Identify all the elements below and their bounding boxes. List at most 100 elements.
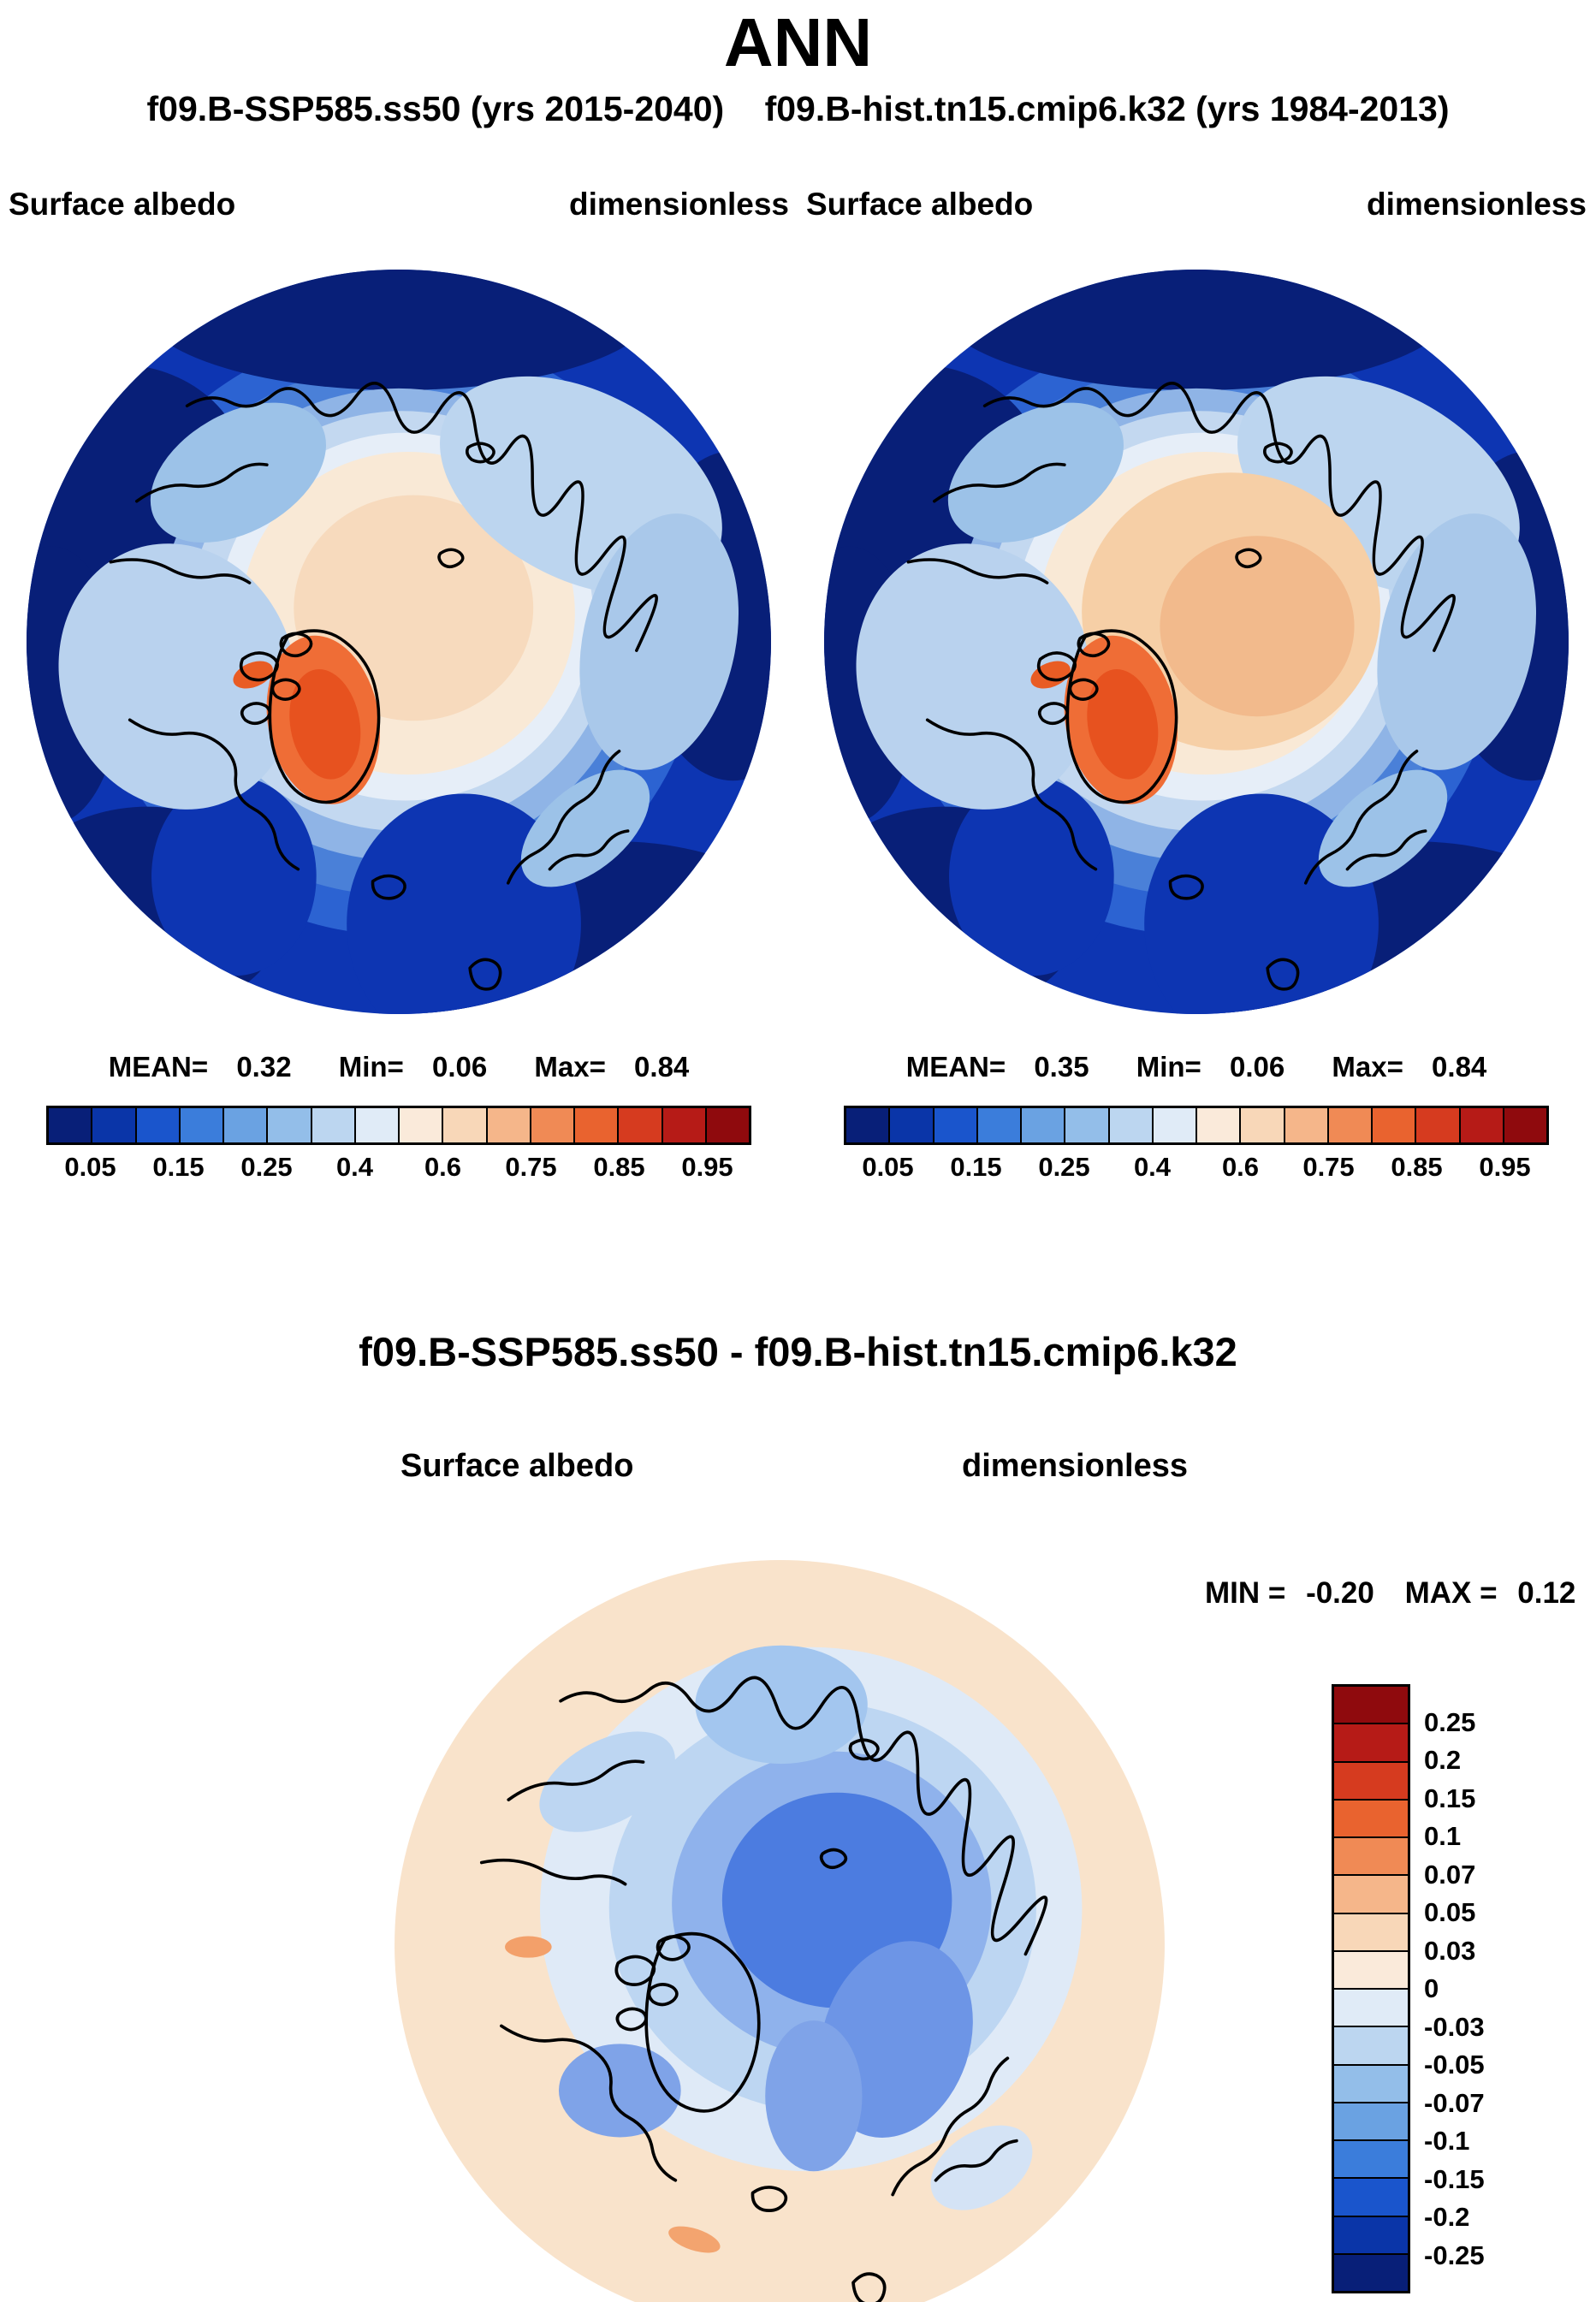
- colorbar-segment: [529, 1108, 573, 1142]
- max-label: Max=: [1332, 1051, 1403, 1083]
- colorbar-segment: [134, 1108, 179, 1142]
- albedo-map-ssp585: [26, 269, 772, 1015]
- colorbar-tick-label: 0: [1424, 1973, 1439, 2003]
- colorbar-segment: [178, 1108, 222, 1142]
- diff-title: f09.B-SSP585.ss50 - f09.B-hist.tn15.cmip…: [359, 1329, 1237, 1374]
- panel-ssp585: Surface albedo dimensionless MEAN= 0.32 …: [0, 187, 798, 1184]
- mean-value: 0.32: [236, 1051, 292, 1083]
- max-label: Max=: [534, 1051, 606, 1083]
- colorbar-segment: [1371, 1108, 1415, 1142]
- colorbar-tick-label: 0.25: [1424, 1706, 1476, 1737]
- colorbar-segment: [932, 1108, 976, 1142]
- variable-label: Surface albedo: [806, 187, 1034, 222]
- run-label-right: f09.B-hist.tn15.cmip6.k32 (yrs 1984-2013…: [764, 89, 1450, 128]
- colorbar-segment: [1334, 1723, 1408, 1761]
- colorbar-tick-label: 0.15: [152, 1152, 205, 1182]
- albedo-colorbar: 0.05 0.15 0.25 0.4 0.6 0.75 0.85 0.95: [46, 1106, 751, 1184]
- mean-label: MEAN=: [108, 1051, 209, 1083]
- colorbar-tick-label: 0.95: [681, 1152, 733, 1182]
- colorbar-segment: [442, 1108, 486, 1142]
- max-value: 0.84: [634, 1051, 690, 1083]
- colorbar-segment: [398, 1108, 442, 1142]
- min-value: -0.20: [1306, 1576, 1374, 1610]
- colorbar-segment: [1334, 2215, 1408, 2253]
- colorbar-tick-label: 0.03: [1424, 1935, 1476, 1966]
- colorbar-ticks: 0.05 0.15 0.25 0.4 0.6 0.75 0.85 0.95: [46, 1145, 751, 1184]
- colorbar-segment: [1196, 1108, 1240, 1142]
- stats-line: MEAN= 0.35 Min= 0.06 Max= 0.84: [798, 1051, 1595, 1083]
- colorbar-segment: [1239, 1108, 1284, 1142]
- colorbar-ticks: 0.25 0.2 0.15 0.1 0.07 0.05 0.03 0 -0.03 -0.05 -0.…: [1332, 1684, 1485, 2293]
- colorbar-tick-label: 0.25: [1038, 1152, 1090, 1182]
- colorbar-tick-label: 0.15: [1424, 1783, 1476, 1813]
- colorbar-segment: [1326, 1108, 1371, 1142]
- diff-stats-line: MIN = -0.20 MAX = 0.12: [1205, 1576, 1575, 1611]
- colorbar-strip: [1332, 1684, 1410, 2293]
- colorbar-segment: [1334, 1760, 1408, 1799]
- min-label: Min=: [1136, 1051, 1201, 1083]
- min-value: 0.06: [1230, 1051, 1285, 1083]
- colorbar-tick-label: 0.05: [862, 1152, 914, 1182]
- colorbar-tick-label: 0.4: [335, 1152, 374, 1182]
- stats-line: MEAN= 0.32 Min= 0.06 Max= 0.84: [0, 1051, 798, 1083]
- diff-header: Surface albedo dimensionless: [400, 1448, 1188, 1485]
- colorbar-segment: [1334, 1988, 1408, 2026]
- panel-header: Surface albedo dimensionless: [798, 187, 1595, 222]
- colorbar-segment: [1334, 2252, 1408, 2291]
- colorbar-segment: [1415, 1108, 1459, 1142]
- subtitle: f09.B-SSP585.ss50 (yrs 2015-2040) f09.B-…: [0, 89, 1596, 129]
- colorbar-segment: [1334, 1912, 1408, 1950]
- mean-value: 0.35: [1034, 1051, 1089, 1083]
- colorbar-segment: [846, 1108, 889, 1142]
- colorbar-tick-label: 0.75: [505, 1152, 557, 1182]
- colorbar-segment: [310, 1108, 354, 1142]
- colorbar-segment: [353, 1108, 398, 1142]
- colorbar-tick-label: 0.15: [950, 1152, 1002, 1182]
- colorbar-segment: [1458, 1108, 1503, 1142]
- colorbar-strip: [46, 1106, 751, 1145]
- colorbar-segment: [91, 1108, 135, 1142]
- polar-map-svg: [824, 270, 1569, 1014]
- variable-label: Surface albedo: [9, 187, 236, 222]
- colorbar-segment: [1334, 1874, 1408, 1913]
- colorbar-tick-label: -0.1: [1424, 2126, 1470, 2156]
- colorbar-tick-label: 0.85: [593, 1152, 645, 1182]
- colorbar-tick-label: 0.95: [1479, 1152, 1531, 1182]
- colorbar-tick-label: -0.03: [1424, 2011, 1485, 2042]
- colorbar-tick-label: -0.25: [1424, 2240, 1485, 2270]
- min-value: 0.06: [432, 1051, 488, 1083]
- mean-label: MEAN=: [905, 1051, 1006, 1083]
- colorbar-segment: [573, 1108, 618, 1142]
- colorbar-tick-label: -0.15: [1424, 2163, 1485, 2194]
- colorbar-tick-label: 0.85: [1391, 1152, 1443, 1182]
- albedo-map-hist: [823, 269, 1569, 1015]
- colorbar-segment: [266, 1108, 311, 1142]
- colorbar-segment: [704, 1108, 749, 1142]
- colorbar-tick-label: 0.25: [240, 1152, 293, 1182]
- colorbar-tick-label: 0.6: [424, 1152, 462, 1182]
- colorbar-segment: [617, 1108, 662, 1142]
- colorbar-strip: [844, 1106, 1549, 1145]
- colorbar-tick-label: -0.2: [1424, 2202, 1470, 2232]
- colorbar-tick-label: 0.07: [1424, 1859, 1476, 1890]
- colorbar-segment: [1334, 2026, 1408, 2064]
- colorbar-tick-label: 0.05: [1424, 1897, 1476, 1927]
- colorbar-segment: [976, 1108, 1020, 1142]
- colorbar-tick-label: 0.1: [1424, 1821, 1462, 1851]
- colorbar-segment: [1334, 1798, 1408, 1836]
- colorbar-segment: [1334, 2101, 1408, 2139]
- top-panels: Surface albedo dimensionless MEAN= 0.32 …: [0, 187, 1596, 1184]
- colorbar-segment: [1334, 1687, 1408, 1724]
- polar-map-svg: [395, 1560, 1165, 2302]
- colorbar-segment: [888, 1108, 933, 1142]
- colorbar-segment: [485, 1108, 530, 1142]
- colorbar-tick-label: 0.75: [1302, 1152, 1355, 1182]
- units-label: dimensionless: [962, 1448, 1188, 1484]
- panel-header: Surface albedo dimensionless: [0, 187, 798, 222]
- variable-label: Surface albedo: [400, 1448, 634, 1484]
- colorbar-segment: [1334, 2063, 1408, 2102]
- colorbar-segment: [1334, 2139, 1408, 2178]
- units-label: dimensionless: [568, 187, 789, 222]
- colorbar-segment: [1334, 2177, 1408, 2216]
